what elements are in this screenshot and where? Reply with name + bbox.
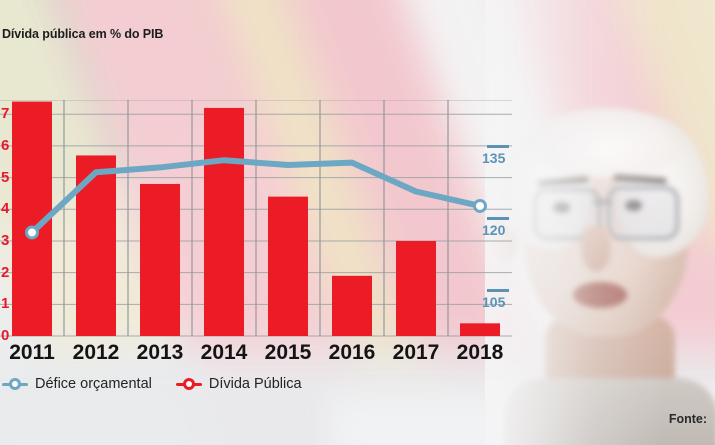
bar-2016[interactable]	[332, 275, 372, 336]
right-axis-tick-120: 120	[482, 222, 506, 238]
x-axis-label-2016: 2016	[328, 341, 376, 364]
line-marker-2018[interactable]	[473, 198, 487, 213]
chart-legend: Défice orçamental Dívida Pública	[2, 372, 302, 396]
x-axis: 2011 2012 2013 2014 2015 2016 2017 2018	[0, 336, 520, 370]
right-axis-tickmark	[487, 217, 509, 220]
bar-2014[interactable]	[204, 107, 244, 336]
legend-marker-line-icon	[2, 378, 28, 390]
left-axis-tick-6: 6	[1, 136, 10, 154]
legend-item-debt[interactable]: Dívida Pública	[175, 376, 302, 392]
x-axis-label-2011: 2011	[9, 341, 55, 364]
left-axis-tick-2: 2	[1, 263, 10, 281]
right-axis-tickmark	[487, 144, 509, 148]
politician-portrait-photo	[485, 0, 715, 445]
x-axis-label-2015: 2015	[264, 341, 312, 364]
bar-2015[interactable]	[268, 196, 308, 336]
left-axis-tick-0: 0	[1, 327, 10, 344]
x-axis-label-2018: 2018	[456, 341, 504, 364]
x-axis-label-2014: 2014	[200, 341, 248, 364]
left-axis-tick-7: 7	[1, 105, 10, 123]
x-axis-label-2012: 2012	[72, 341, 120, 364]
x-axis-label-2013: 2013	[136, 341, 184, 364]
bar-2013[interactable]	[140, 183, 180, 336]
line-marker-2011[interactable]	[25, 225, 39, 240]
chart-container: Dívida pública em % do PIB 0 1 2 3 4 5 6 7 105 1…	[0, 27, 520, 396]
bar-2017[interactable]	[396, 240, 436, 336]
x-axis-label-2017: 2017	[392, 341, 440, 364]
left-axis-tick-5: 5	[1, 168, 10, 186]
legend-label-debt: Dívida Pública	[208, 376, 302, 392]
bar-2018[interactable]	[460, 323, 500, 336]
right-axis-tick-135: 135	[482, 149, 506, 166]
source-label: Fonte:	[668, 412, 707, 426]
left-axis-tick-3: 3	[1, 231, 10, 249]
legend-item-deficit[interactable]: Défice orçamental	[2, 376, 152, 392]
legend-label-deficit: Défice orçamental	[35, 376, 152, 392]
left-axis-tick-4: 4	[1, 200, 10, 218]
plot-area	[0, 100, 512, 337]
chart-title: Dívida pública em % do PIB	[2, 27, 164, 41]
right-axis-tick-105: 105	[482, 294, 506, 311]
legend-marker-bar-icon	[175, 378, 202, 390]
left-axis-tick-1: 1	[1, 295, 10, 313]
line-series-deficit	[29, 157, 483, 236]
right-axis-tickmark	[487, 289, 509, 293]
